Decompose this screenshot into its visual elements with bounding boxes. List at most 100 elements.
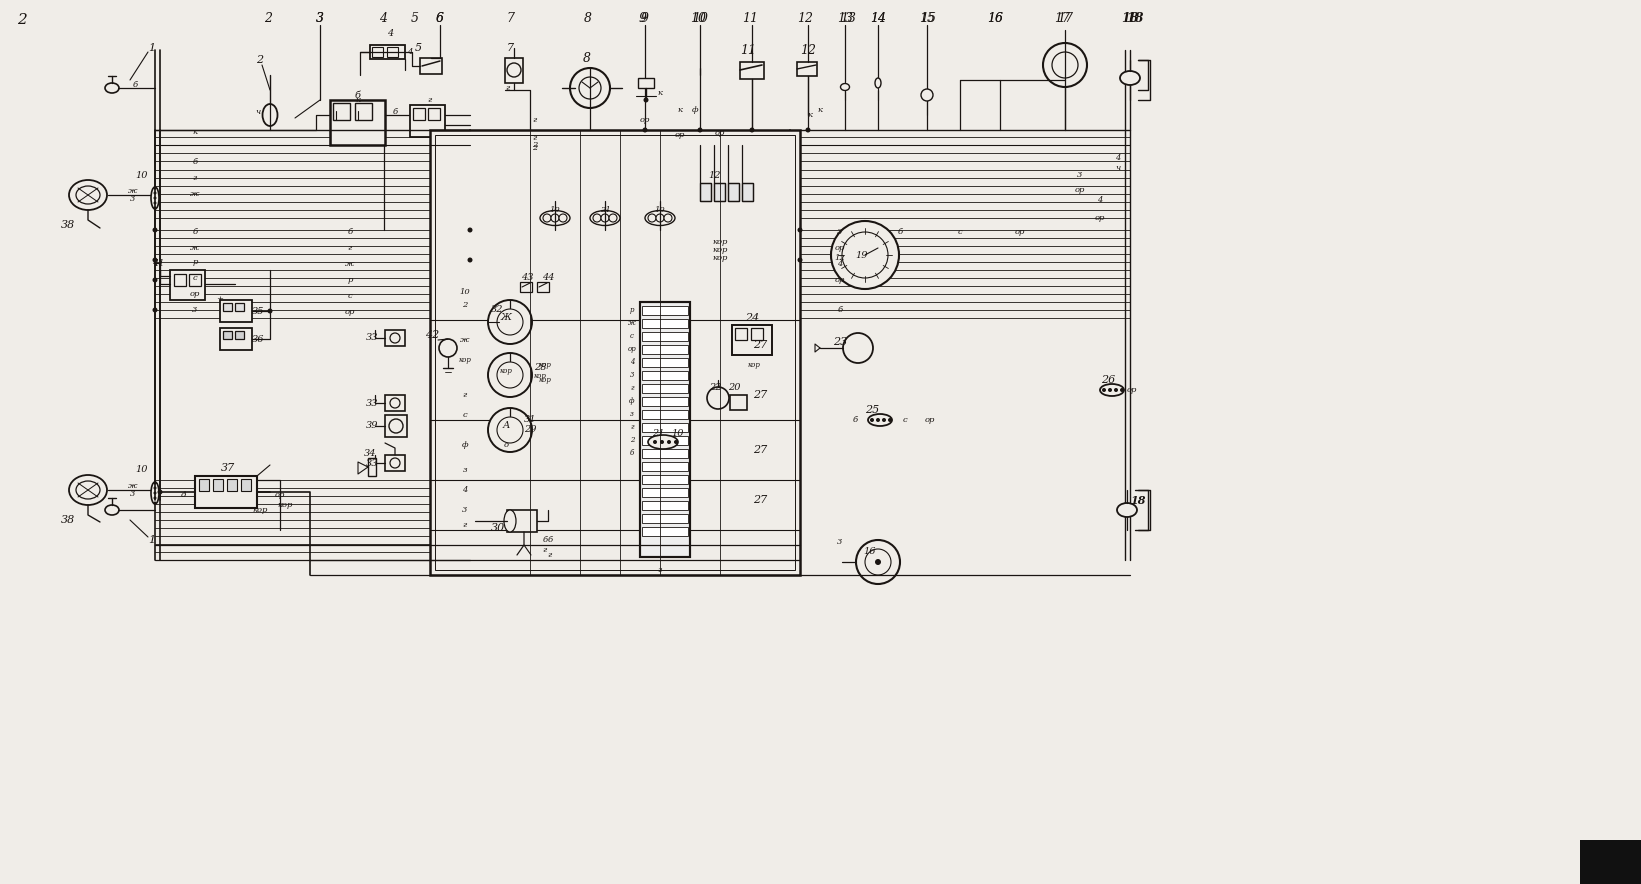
Text: 21: 21 (651, 430, 665, 438)
Bar (171, 270, 205, 300)
Bar (642, 462, 688, 471)
Text: кор: кор (712, 238, 727, 246)
Bar (642, 306, 688, 315)
Circle shape (487, 408, 532, 452)
Bar (213, 479, 223, 491)
Text: б: б (192, 228, 197, 236)
Text: д: д (181, 491, 185, 499)
Text: 10: 10 (459, 288, 471, 296)
Circle shape (154, 196, 156, 200)
Text: 8: 8 (583, 51, 591, 65)
Circle shape (153, 308, 158, 313)
Circle shape (153, 278, 158, 283)
Bar (226, 479, 236, 491)
Text: кор: кор (712, 254, 727, 262)
Text: 31: 31 (523, 415, 537, 424)
Ellipse shape (105, 83, 120, 93)
Text: г: г (533, 134, 537, 142)
Text: з: з (463, 466, 468, 474)
Text: б: б (548, 536, 553, 544)
Text: ор: ор (190, 290, 200, 298)
Bar (420, 58, 441, 74)
Text: кор: кор (538, 376, 551, 384)
Circle shape (154, 501, 156, 505)
Text: 4: 4 (387, 29, 394, 39)
Text: 13: 13 (837, 11, 853, 25)
Text: ор: ор (715, 129, 725, 137)
Text: 44: 44 (542, 273, 555, 283)
Circle shape (888, 418, 893, 422)
Text: б: б (192, 158, 197, 166)
Bar (701, 183, 711, 201)
Bar (410, 105, 445, 137)
Text: 35: 35 (251, 307, 264, 316)
Text: 3: 3 (130, 490, 136, 498)
Circle shape (569, 68, 610, 108)
Circle shape (391, 458, 400, 468)
Text: 38: 38 (61, 515, 75, 525)
Circle shape (153, 227, 158, 232)
Bar (386, 415, 407, 437)
Circle shape (830, 221, 899, 289)
Text: ор: ор (1095, 214, 1104, 222)
Text: г: г (533, 116, 537, 124)
Text: 41: 41 (151, 258, 164, 268)
Text: 4: 4 (630, 358, 635, 366)
Text: 1: 1 (148, 43, 156, 53)
Bar (195, 476, 258, 508)
Text: г: г (630, 423, 633, 431)
Text: ор: ор (640, 116, 650, 124)
Circle shape (154, 482, 156, 484)
Bar (642, 319, 688, 328)
Circle shape (267, 309, 272, 314)
Text: 16: 16 (986, 11, 1003, 25)
Text: ж: ж (345, 260, 354, 268)
Bar (174, 274, 185, 286)
Circle shape (750, 127, 755, 133)
Text: с: с (958, 228, 962, 236)
Circle shape (579, 77, 601, 99)
Text: 27: 27 (753, 445, 766, 455)
Text: к: к (356, 96, 361, 104)
Bar (730, 395, 747, 410)
Bar (742, 183, 753, 201)
Bar (414, 108, 425, 120)
Text: 42: 42 (425, 330, 440, 340)
Circle shape (601, 214, 609, 222)
Text: ж: ж (629, 319, 637, 327)
Ellipse shape (75, 186, 100, 204)
Text: 3: 3 (1076, 171, 1083, 179)
Text: с: с (192, 274, 197, 282)
Text: 3: 3 (130, 195, 136, 203)
Text: к: к (192, 128, 197, 136)
Circle shape (1103, 388, 1106, 392)
Circle shape (487, 300, 532, 344)
Bar (330, 100, 386, 145)
Text: ор: ор (1075, 186, 1085, 194)
Ellipse shape (1099, 384, 1124, 396)
Circle shape (656, 214, 665, 222)
Text: б: б (630, 449, 633, 457)
Text: б: б (392, 108, 397, 116)
Text: 4: 4 (837, 260, 843, 268)
Bar (354, 103, 373, 120)
Bar (729, 183, 738, 201)
Text: 16: 16 (863, 547, 876, 557)
Text: кор: кор (499, 367, 512, 375)
Text: 3: 3 (837, 228, 843, 236)
Circle shape (391, 333, 400, 343)
Bar (642, 527, 688, 536)
Circle shape (154, 202, 156, 204)
Bar (642, 397, 688, 406)
Text: 33: 33 (366, 399, 377, 408)
Ellipse shape (151, 187, 159, 209)
Circle shape (592, 214, 601, 222)
Circle shape (643, 97, 648, 103)
Text: 14: 14 (870, 11, 886, 25)
Text: 2: 2 (532, 144, 538, 152)
Text: 2: 2 (16, 13, 26, 27)
Ellipse shape (1118, 503, 1137, 517)
Ellipse shape (263, 104, 277, 126)
Text: б: б (354, 90, 361, 100)
Circle shape (648, 214, 656, 222)
